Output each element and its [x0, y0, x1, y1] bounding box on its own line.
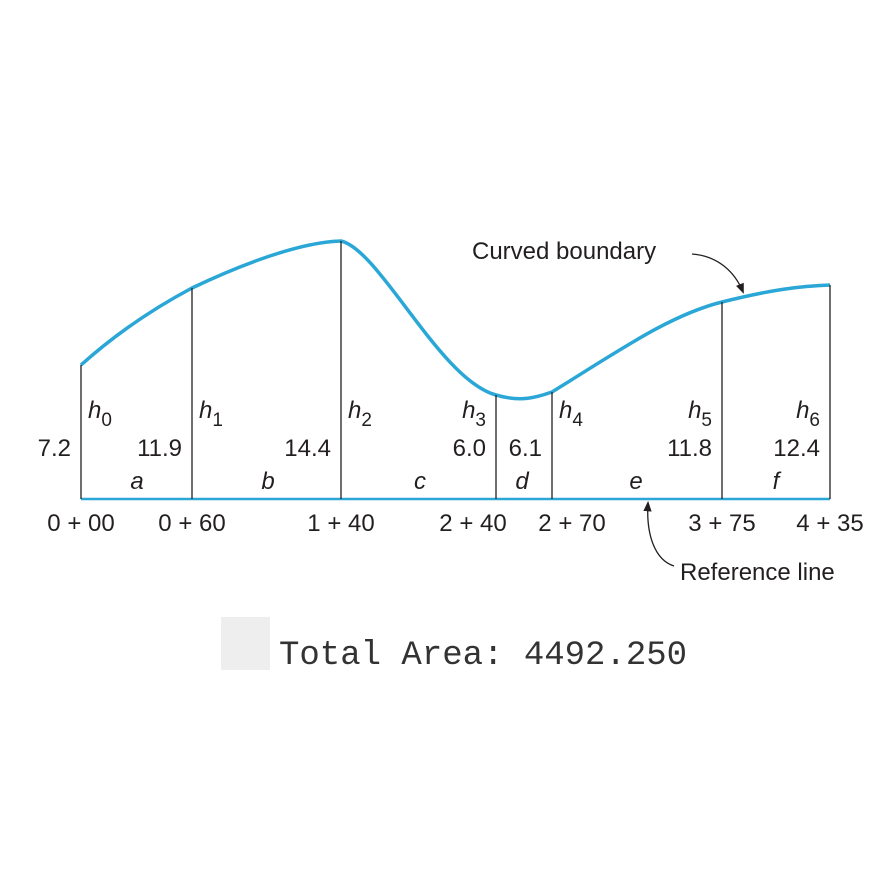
ordinate-symbol: h [688, 397, 701, 424]
ordinate-label: h1 [199, 397, 223, 431]
ordinate-label: h2 [348, 397, 372, 431]
ordinate-symbol: h [88, 397, 101, 424]
ordinate-subscript: 5 [701, 410, 712, 431]
ordinate-label: h5 [688, 397, 712, 431]
segment-label: a [130, 468, 143, 495]
curve-label: Curved boundary [472, 238, 656, 265]
station-label: 2 + 70 [538, 510, 605, 537]
ordinate-height: 7.2 [38, 435, 71, 462]
ordinate-height: 6.1 [509, 435, 542, 462]
segment-label: c [414, 468, 426, 495]
segment-label: b [261, 468, 274, 495]
segment-label: d [515, 468, 529, 495]
ordinate-subscript: 4 [572, 410, 583, 431]
ordinate-height: 11.8 [667, 435, 712, 462]
result-box [221, 617, 270, 670]
station-label: 1 + 40 [307, 510, 374, 537]
segment-label: f [773, 468, 782, 495]
curved-boundary [79, 239, 831, 401]
total-area: Total Area: 4492.250 [279, 637, 687, 675]
reference-label: Reference line [680, 559, 835, 586]
ordinate-symbol: h [559, 397, 572, 424]
station-label: 3 + 75 [688, 510, 755, 537]
ordinate-label: h6 [796, 397, 820, 431]
ordinate-label: h4 [559, 397, 583, 431]
ordinate-label: h3 [462, 397, 486, 431]
curve-arrow [691, 253, 744, 294]
ordinate-subscript: 0 [101, 410, 112, 431]
ordinate-symbol: h [199, 397, 212, 424]
ordinate-subscript: 3 [475, 410, 486, 431]
reference-arrow [643, 500, 675, 567]
ordinate-symbol: h [348, 397, 361, 424]
ordinate-height: 14.4 [284, 435, 331, 462]
ordinate-symbol: h [462, 397, 475, 424]
ordinate-subscript: 1 [212, 410, 223, 431]
station-label: 2 + 40 [439, 510, 506, 537]
ordinate-label: h0 [88, 397, 112, 431]
station-label: 4 + 35 [796, 510, 863, 537]
ordinate-height: 6.0 [453, 435, 486, 462]
station-label: 0 + 60 [158, 510, 225, 537]
ordinate-subscript: 6 [809, 410, 820, 431]
station-label: 0 + 00 [47, 510, 114, 537]
ordinate-symbol: h [796, 397, 809, 424]
ordinate-subscript: 2 [361, 410, 372, 431]
ordinate-height: 12.4 [773, 435, 820, 462]
ordinate-height: 11.9 [137, 435, 182, 462]
segment-label: e [629, 468, 642, 495]
